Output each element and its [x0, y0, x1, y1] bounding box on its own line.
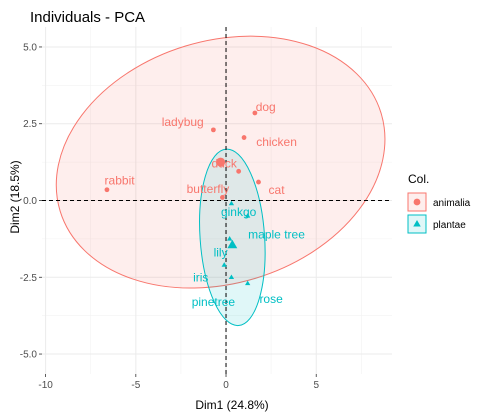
legend-marker-animalia [413, 198, 421, 206]
point-label: ladybug [162, 115, 204, 129]
legend-title: Col. [408, 172, 429, 186]
centroid-animalia [216, 157, 226, 167]
point-label: rabbit [105, 174, 136, 188]
point-cat [256, 179, 261, 185]
legend-label-animalia: animalia [433, 198, 471, 209]
y-tick-label: 2.5 [23, 119, 37, 130]
point-ladybug [210, 127, 216, 133]
point-rose [245, 280, 251, 286]
point-chicken [241, 135, 247, 140]
point-label: lily [214, 246, 228, 260]
x-tick-label: 5 [313, 380, 319, 391]
point-label: rose [259, 292, 283, 306]
point-label: iris [193, 270, 208, 284]
y-tick-label: -2.5 [20, 273, 38, 284]
y-tick-label: 5.0 [23, 42, 37, 53]
point-label: pinetree [192, 295, 236, 309]
point-iris [221, 262, 227, 267]
y-tick-label: -5.0 [20, 350, 38, 361]
point-label: butterfly [187, 182, 230, 196]
point-label: cat [269, 183, 286, 197]
x-tick-label: -5 [131, 380, 140, 391]
point-butterfly [220, 195, 225, 200]
point-lily [226, 236, 233, 241]
centroid-plantae [227, 239, 238, 249]
point-label: maple tree [248, 227, 305, 241]
x-axis-title: Dim1 (24.8%) [195, 398, 268, 412]
point-label: dog [256, 100, 276, 114]
plot-panel: dogladybugchickenrabbitduckbutterflycatg… [42, 27, 392, 374]
legend: Col. animalia plantae [407, 172, 471, 234]
legend-label-plantae: plantae [433, 220, 466, 231]
legend-marker-plantae [413, 219, 421, 227]
point-dog [252, 110, 258, 116]
point-maple-tree [245, 213, 251, 218]
chart-title: Individuals - PCA [30, 9, 145, 26]
point-ginkgo [228, 200, 235, 206]
point-label: chicken [256, 135, 297, 149]
y-axis: -5.0 -2.5 0.0 2.5 5.0 [20, 42, 42, 361]
point-label: ginkgo [221, 205, 257, 219]
point-rabbit [104, 187, 110, 193]
point-pinetree [228, 274, 235, 280]
y-tick-label: 0.0 [23, 196, 37, 207]
point-duck [236, 168, 242, 174]
x-axis: -10 -5 0 5 [38, 374, 319, 391]
y-axis-title: Dim2 (18.5%) [8, 160, 22, 233]
x-tick-label: -10 [38, 380, 53, 391]
x-tick-label: 0 [223, 380, 229, 391]
